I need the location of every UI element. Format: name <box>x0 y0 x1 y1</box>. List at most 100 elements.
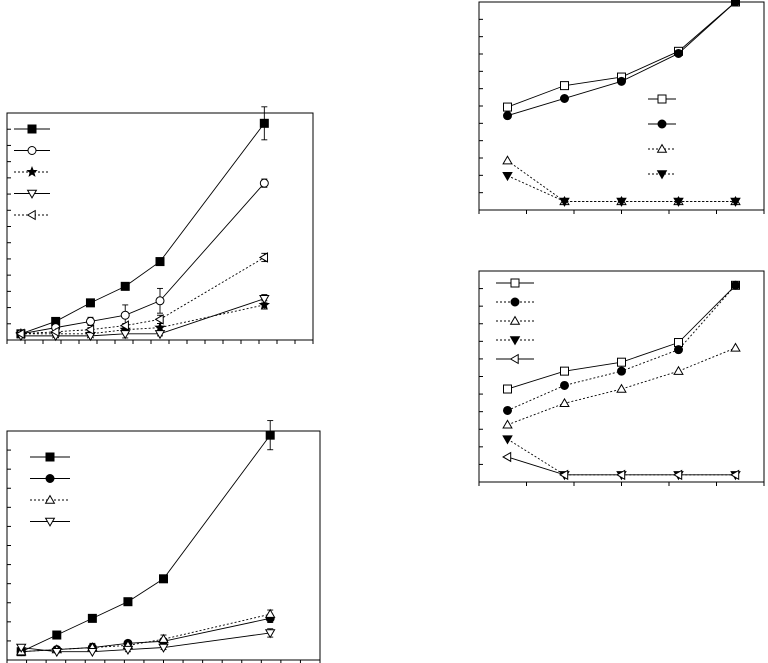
data-point <box>85 324 95 335</box>
marker-triangle-left <box>559 469 569 481</box>
marker-triangle-left <box>502 451 512 463</box>
data-point <box>15 643 27 653</box>
data-point <box>50 326 60 338</box>
marker-triangle-up <box>509 315 521 325</box>
series-1 <box>503 0 740 112</box>
marker-triangle-left <box>730 469 740 481</box>
series-line <box>507 1 736 117</box>
marker-circle <box>510 297 520 307</box>
series-1 <box>16 106 269 339</box>
data-point <box>264 608 276 618</box>
data-point <box>119 320 129 331</box>
marker-circle <box>85 316 95 326</box>
data-point <box>503 102 512 112</box>
legend-item-3 <box>496 315 534 325</box>
data-point <box>122 645 134 655</box>
marker-triangle-left <box>616 469 626 481</box>
legend-item-2 <box>496 297 534 307</box>
marker-triangle-left <box>85 324 95 335</box>
data-point <box>674 345 683 355</box>
marker-triangle-down <box>259 295 270 305</box>
data-point <box>503 405 512 415</box>
data-point <box>673 469 683 481</box>
series-1 <box>16 420 275 657</box>
legend-marker <box>657 94 667 104</box>
marker-square <box>87 613 97 623</box>
marker-circle <box>27 146 37 155</box>
data-point <box>502 451 512 463</box>
marker-circle <box>560 93 569 103</box>
data-point <box>154 330 166 340</box>
marker-triangle-down <box>15 643 27 653</box>
marker-square <box>560 366 569 376</box>
legend-marker <box>657 119 667 129</box>
marker-triangle-up <box>502 419 513 429</box>
marker-square <box>159 574 168 584</box>
marker-square <box>657 94 667 104</box>
data-point <box>259 178 269 188</box>
data-point <box>503 384 512 394</box>
data-point <box>503 111 512 121</box>
marker-square <box>560 81 569 91</box>
data-point <box>264 629 276 639</box>
series-line <box>21 632 271 653</box>
data-point <box>155 296 165 306</box>
data-point <box>123 597 133 607</box>
legend-marker <box>27 146 37 155</box>
legend-marker <box>45 452 55 462</box>
data-point <box>560 81 569 91</box>
series-4 <box>502 171 741 207</box>
data-point <box>673 197 684 207</box>
plot-frame <box>6 430 321 661</box>
legend-item-2 <box>30 474 70 483</box>
marker-square <box>52 630 62 640</box>
marker-square <box>503 384 512 394</box>
data-point <box>154 321 166 333</box>
marker-triangle-up <box>673 365 684 375</box>
axis-ticks <box>6 430 321 663</box>
axis-ticks <box>478 270 765 486</box>
data-point <box>559 469 569 481</box>
data-point <box>560 380 569 390</box>
legend <box>14 124 50 221</box>
marker-circle <box>617 366 626 376</box>
axis-ticks <box>478 1 765 214</box>
marker-triangle-up <box>656 143 668 153</box>
marker-star <box>26 166 38 177</box>
marker-circle <box>560 380 569 390</box>
legend-marker <box>510 297 520 307</box>
data-point <box>559 397 570 408</box>
series-line <box>21 434 271 653</box>
legend-marker <box>656 143 668 153</box>
legend-marker <box>509 336 521 346</box>
legend <box>30 452 70 527</box>
data-point <box>159 574 168 584</box>
series-line <box>507 438 736 476</box>
data-point <box>502 435 513 445</box>
data-point <box>85 316 95 326</box>
legend-marker <box>510 278 520 288</box>
series-line <box>507 175 736 202</box>
data-point <box>560 93 569 103</box>
marker-circle <box>731 280 740 290</box>
data-point <box>617 76 626 86</box>
data-point <box>730 469 740 481</box>
marker-triangle-up <box>44 494 56 504</box>
data-point <box>258 252 269 263</box>
legend-item-3 <box>648 143 676 153</box>
data-point <box>259 295 270 305</box>
data-point <box>259 118 269 128</box>
legend-item-4 <box>30 517 70 527</box>
marker-circle <box>617 76 626 86</box>
series-3 <box>502 342 741 429</box>
series-1 <box>503 280 740 394</box>
series-line <box>20 304 265 335</box>
marker-triangle-down <box>119 330 131 340</box>
legend-item-4 <box>648 170 676 180</box>
data-point <box>15 328 25 340</box>
legend-marker <box>26 189 38 199</box>
series-line <box>20 298 265 337</box>
legend-item-5 <box>496 353 534 365</box>
chart-panel-a <box>6 106 314 344</box>
